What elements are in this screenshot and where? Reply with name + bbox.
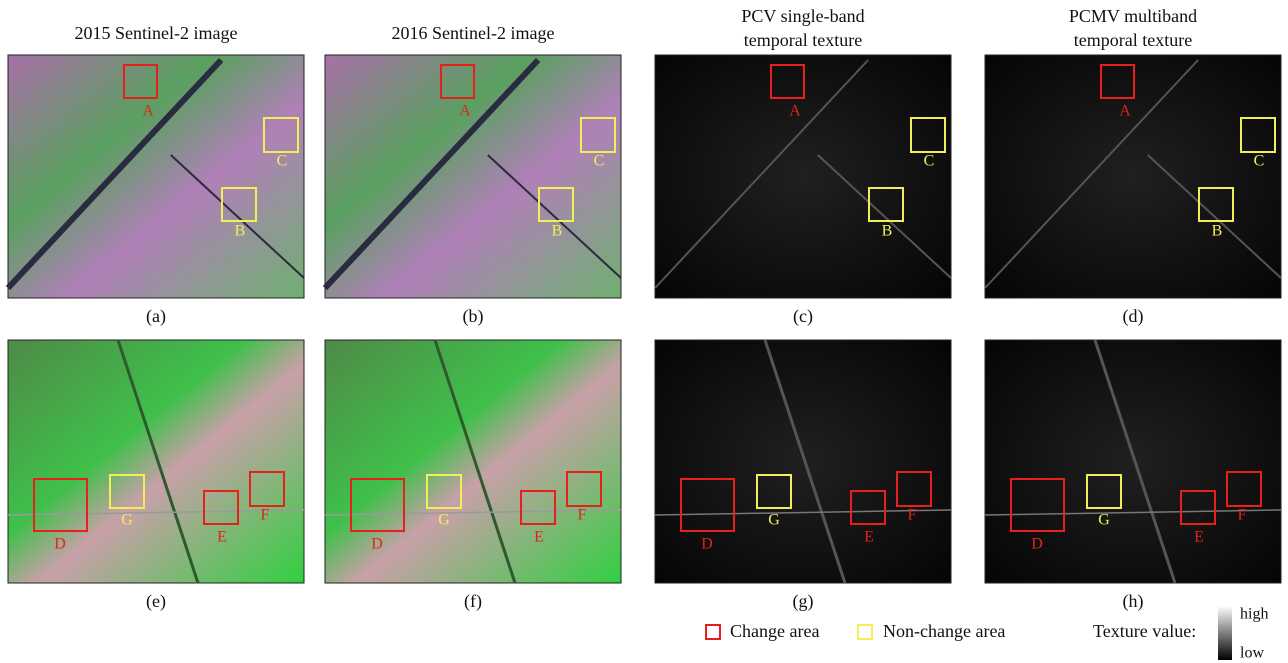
panel-caption: (g) — [793, 591, 814, 612]
panel-caption: (h) — [1123, 591, 1144, 612]
panel-caption: (e) — [146, 591, 166, 612]
panel-caption: (a) — [146, 306, 166, 327]
legend: Change area Non-change area Texture valu… — [706, 606, 1268, 662]
panel-image — [8, 340, 304, 583]
panel-image — [325, 340, 621, 583]
legend-swatch — [858, 625, 872, 639]
roi-label: C — [594, 153, 605, 170]
legend-text: Change area — [730, 621, 819, 641]
roi-label: A — [1119, 103, 1131, 120]
roi-label: F — [578, 507, 587, 524]
roi-label: C — [924, 153, 935, 170]
roi-label: F — [908, 507, 917, 524]
panel-caption: (b) — [463, 306, 484, 327]
roi-label: E — [864, 529, 874, 546]
panel-caption: (d) — [1123, 306, 1144, 327]
panel-image — [655, 340, 951, 583]
colorbar-title: Texture value: — [1093, 621, 1196, 641]
roi-label: F — [1238, 507, 1247, 524]
roi-label: B — [235, 223, 246, 240]
roi-label: G — [121, 512, 133, 529]
figure: Change area Non-change area Texture valu… — [0, 0, 1288, 663]
page: {"panels":[ {"title":["2015 Sentinel-2 i… — [0, 0, 1288, 663]
roi-label: E — [534, 529, 544, 546]
panel-title: PCV single-band — [741, 6, 864, 26]
roi-label: C — [277, 153, 288, 170]
panel-title: 2015 Sentinel-2 image — [75, 23, 238, 43]
roi-label: A — [789, 103, 801, 120]
panel-title: temporal texture — [744, 30, 862, 50]
roi-label: E — [217, 529, 227, 546]
roi-label: D — [701, 536, 713, 553]
roi-label: D — [371, 536, 383, 553]
roi-label: B — [552, 223, 563, 240]
roi-label: G — [768, 512, 780, 529]
legend-swatch — [706, 625, 720, 639]
roi-label: E — [1194, 529, 1204, 546]
panel-title: temporal texture — [1074, 30, 1192, 50]
roi-label: G — [438, 512, 450, 529]
panel-image — [985, 340, 1281, 583]
colorbar-high: high — [1240, 606, 1268, 623]
legend-text: Non-change area — [883, 621, 1005, 641]
panel-caption: (f) — [464, 591, 482, 612]
panel-title: 2016 Sentinel-2 image — [392, 23, 555, 43]
roi-label: B — [1212, 223, 1223, 240]
roi-label: A — [142, 103, 154, 120]
roi-label: C — [1254, 153, 1265, 170]
roi-label: F — [261, 507, 270, 524]
colorbar — [1218, 606, 1232, 660]
panel-title: PCMV multiband — [1069, 6, 1197, 26]
roi-label: D — [1031, 536, 1043, 553]
roi-label: B — [882, 223, 893, 240]
roi-label: D — [54, 536, 66, 553]
roi-label: A — [459, 103, 471, 120]
panel-caption: (c) — [793, 306, 813, 327]
colorbar-low: low — [1240, 645, 1264, 662]
roi-label: G — [1098, 512, 1110, 529]
